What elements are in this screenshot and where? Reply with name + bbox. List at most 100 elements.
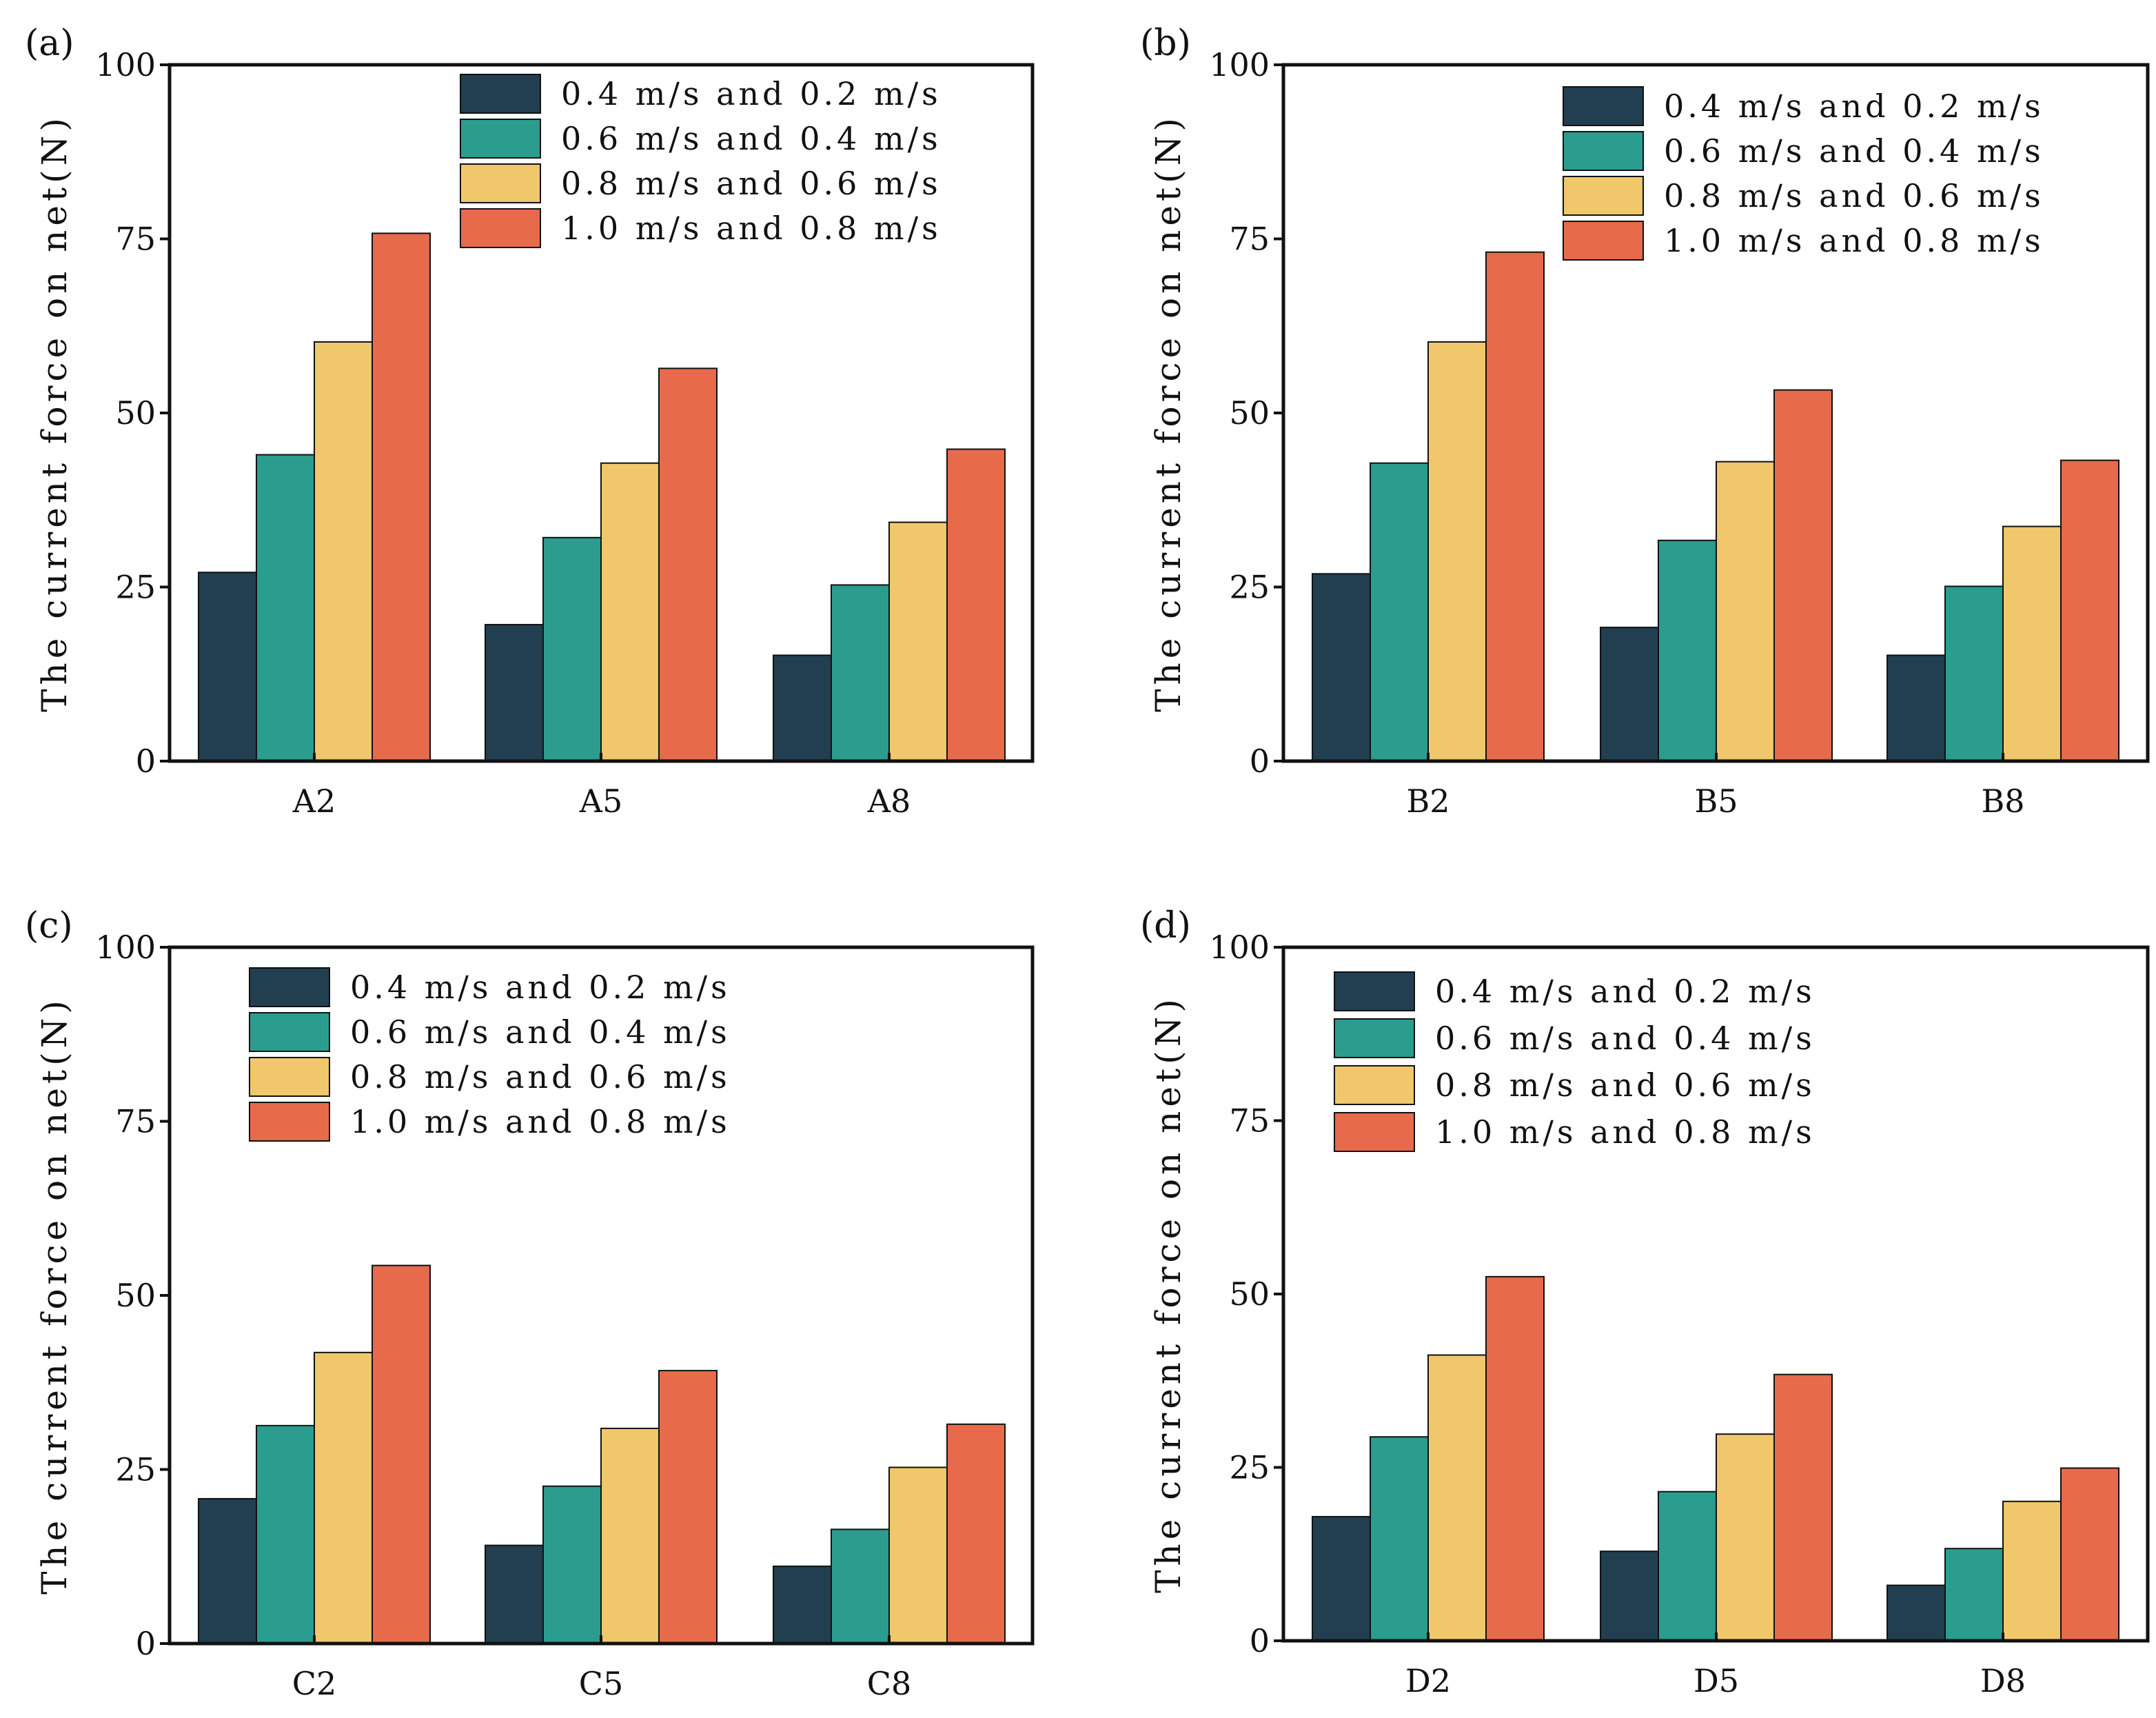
bar [2002, 525, 2062, 762]
panel-label: (c) [25, 905, 73, 947]
legend-label: 0.4 m/s and 0.2 m/s [350, 969, 731, 1006]
bar [946, 1423, 1006, 1645]
y-tick-label: 75 [1229, 1102, 1270, 1140]
bar [256, 454, 315, 762]
legend-label: 0.6 m/s and 0.4 m/s [1664, 132, 2044, 170]
bar [1886, 654, 1946, 762]
y-tick-label: 100 [95, 46, 156, 83]
x-tick-label: C2 [292, 1665, 336, 1702]
bar [1370, 1436, 1429, 1642]
bar [1600, 627, 1659, 762]
legend-swatch [1563, 221, 1644, 261]
bar [1773, 1373, 1833, 1642]
legend-label: 1.0 m/s and 0.8 m/s [1435, 1113, 1816, 1151]
y-tick-label: 0 [1250, 1622, 1270, 1659]
legend-label: 0.6 m/s and 0.4 m/s [1435, 1020, 1816, 1057]
y-axis-label: The current force on net(N) [1148, 114, 1188, 712]
x-tick-label: D8 [1980, 1662, 2026, 1699]
x-tick-label: A8 [867, 782, 911, 820]
bar [314, 1351, 373, 1644]
bar [1312, 573, 1371, 762]
bar [946, 448, 1006, 762]
bar [485, 624, 544, 762]
panel-label: (d) [1140, 905, 1191, 947]
y-tick-label: 50 [1229, 394, 1270, 432]
bar [198, 572, 257, 762]
bar [831, 1528, 890, 1645]
bar [1485, 1275, 1545, 1641]
y-tick-label: 0 [136, 742, 156, 780]
legend-label: 1.0 m/s and 0.8 m/s [561, 210, 942, 247]
bar [773, 654, 832, 762]
y-axis-label: The current force on net(N) [1148, 995, 1188, 1593]
bar [2002, 1500, 2062, 1641]
bar [1944, 585, 2004, 762]
bar [1600, 1550, 1659, 1642]
panel-label: (a) [25, 23, 74, 64]
y-tick-label: 0 [136, 1625, 156, 1662]
y-tick-label: 100 [95, 929, 156, 966]
bar [888, 521, 948, 762]
bar [1427, 341, 1487, 762]
bar [831, 584, 890, 762]
y-tick-label: 0 [1250, 742, 1270, 780]
legend-swatch [249, 1057, 330, 1097]
y-tick-label: 25 [1229, 569, 1270, 606]
legend-label: 0.8 m/s and 0.6 m/s [561, 165, 942, 202]
x-tick-label: A2 [292, 782, 336, 820]
legend-swatch [1563, 176, 1644, 216]
legend-label: 0.6 m/s and 0.4 m/s [350, 1013, 731, 1051]
x-tick-label: C5 [579, 1665, 623, 1702]
bar [1658, 539, 1717, 762]
bar [600, 462, 660, 762]
bar [198, 1497, 257, 1644]
legend-swatch [1563, 131, 1644, 171]
bar [2060, 459, 2119, 762]
bar [773, 1565, 832, 1644]
x-tick-label: D2 [1405, 1662, 1451, 1699]
x-tick-label: C8 [867, 1665, 911, 1702]
bar [542, 1485, 602, 1644]
y-tick-label: 25 [1229, 1449, 1270, 1486]
bar [2060, 1467, 2119, 1642]
y-tick-label: 100 [1209, 46, 1270, 83]
y-axis-label: The current force on net(N) [34, 114, 74, 712]
legend-label: 0.8 m/s and 0.6 m/s [1664, 177, 2044, 214]
legend-swatch [1334, 971, 1415, 1011]
bar [1370, 462, 1429, 762]
panel-d: 0 25 50 75 100 D2 D5 D8 The current force on net… [1140, 905, 2150, 1699]
y-tick-label: 75 [115, 1103, 156, 1140]
y-tick-label: 50 [115, 1277, 156, 1314]
bar [314, 341, 373, 762]
bar [1427, 1354, 1487, 1641]
y-tick-label: 75 [1229, 221, 1270, 258]
y-tick-label: 50 [1229, 1275, 1270, 1313]
legend-swatch [460, 163, 541, 203]
bar [485, 1544, 544, 1645]
panel-b: 0 25 50 75 100 B2 B5 B8 The current force on net… [1140, 23, 2150, 820]
y-tick-label: 50 [115, 394, 156, 432]
legend-swatch [460, 119, 541, 159]
legend-label: 0.8 m/s and 0.6 m/s [1435, 1067, 1816, 1104]
x-tick-label: A5 [579, 782, 623, 820]
bar [1658, 1490, 1717, 1641]
bar [372, 1264, 431, 1644]
legend-swatch [1334, 1065, 1415, 1105]
panel-a: 0 25 50 75 100 A2 A5 A8 The current force on net… [25, 23, 1035, 820]
x-tick-label: B8 [1981, 782, 2024, 820]
bar [256, 1424, 315, 1645]
y-tick-label: 75 [115, 221, 156, 258]
legend-swatch [460, 208, 541, 248]
y-axis-label: The current force on net(N) [34, 996, 74, 1595]
legend-swatch [249, 1102, 330, 1142]
legend-swatch [460, 74, 541, 114]
bar [1312, 1515, 1371, 1642]
y-tick-label: 25 [115, 569, 156, 606]
bar [1485, 251, 1545, 762]
x-tick-label: B2 [1406, 782, 1450, 820]
legend-label: 1.0 m/s and 0.8 m/s [350, 1103, 731, 1140]
legend-label: 0.4 m/s and 0.2 m/s [1435, 973, 1816, 1010]
bar [1716, 1433, 1775, 1641]
bar [542, 536, 602, 762]
